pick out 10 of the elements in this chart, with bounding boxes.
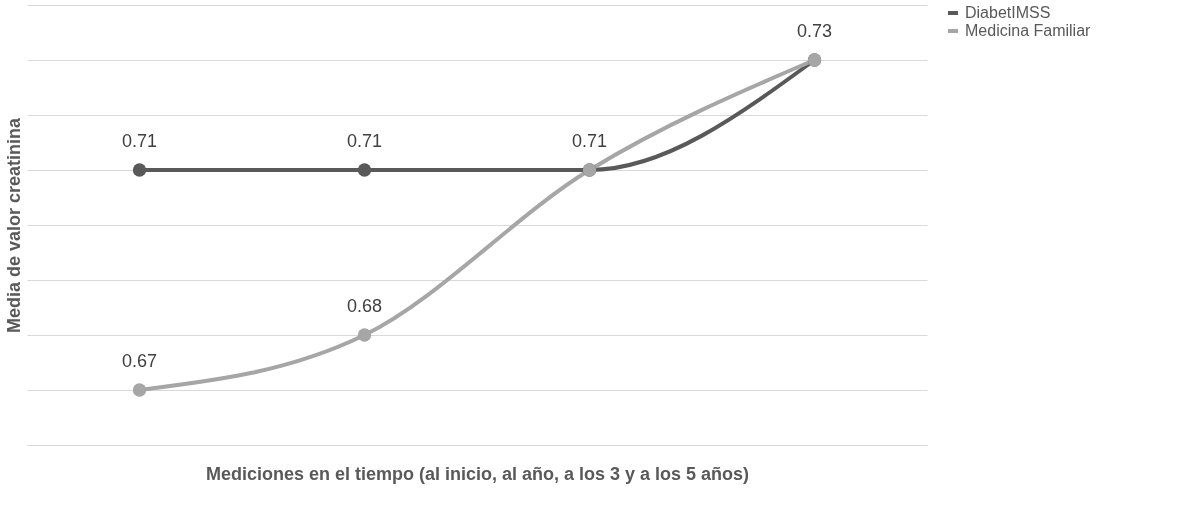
data-label: 0.68 [346, 296, 383, 316]
data-label: 0.67 [121, 351, 158, 371]
legend-label: DiabetIMSS [965, 4, 1051, 21]
data-label: 0.71 [346, 131, 383, 151]
data-label: 0.71 [121, 131, 158, 151]
data-label: 0.71 [571, 131, 608, 151]
y-axis-title: Media de valor creatinina [3, 116, 24, 334]
data-label: 0.73 [796, 21, 833, 41]
x-axis-title: Mediciones en el tiempo (al inicio, al año, a los 3 y a los 5 años) [205, 463, 750, 484]
legend-label: Medicina Familiar [965, 22, 1092, 39]
